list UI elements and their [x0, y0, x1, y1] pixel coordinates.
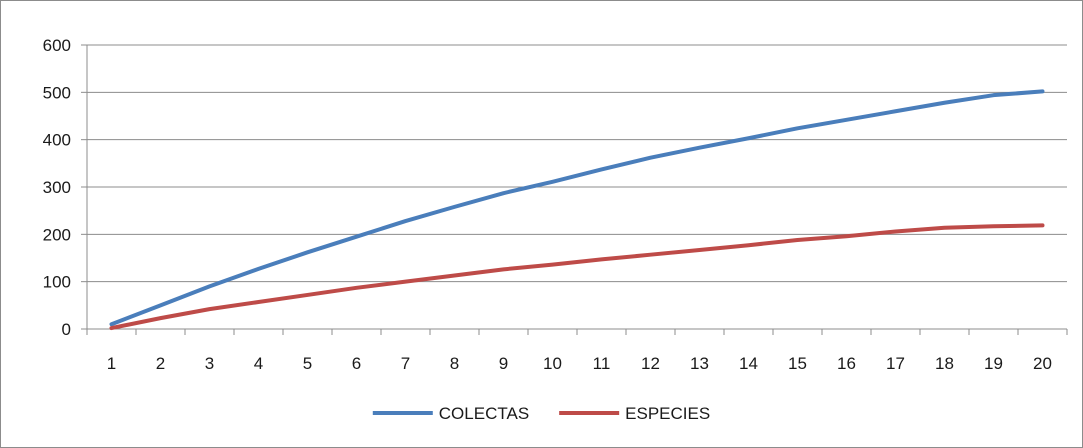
y-axis: 0 100 200 300 400 500 600 — [43, 36, 88, 339]
x-axis: 1 2 3 4 5 6 7 8 9 10 11 12 13 14 15 16 17 18 19 20 — [86, 328, 1068, 373]
x-tick-label: 19 — [984, 354, 1003, 373]
x-tick-label: 6 — [352, 354, 361, 373]
x-tick-label: 20 — [1033, 354, 1052, 373]
x-tick-label: 16 — [837, 354, 856, 373]
gridlines — [87, 44, 1067, 283]
y-tick-label: 600 — [43, 36, 71, 55]
y-tick-label: 300 — [43, 178, 71, 197]
x-tick-label: 15 — [788, 354, 807, 373]
y-tick-label: 500 — [43, 83, 71, 102]
x-tick-label: 2 — [156, 354, 165, 373]
x-tick-label: 12 — [641, 354, 660, 373]
x-tick-label: 10 — [543, 354, 562, 373]
series-line-especies — [109, 223, 1045, 331]
legend-label-colectas: COLECTAS — [439, 404, 529, 423]
x-tick-label: 14 — [739, 354, 758, 373]
x-tick-label: 11 — [593, 354, 611, 373]
y-tick-label: 100 — [43, 273, 71, 292]
x-tick-label: 7 — [401, 354, 410, 373]
x-tick-label: 9 — [499, 354, 508, 373]
x-tick-label: 4 — [254, 354, 263, 373]
x-tick-label: 13 — [690, 354, 709, 373]
legend-label-especies: ESPECIES — [625, 404, 710, 423]
x-tick-label: 3 — [205, 354, 214, 373]
legend: COLECTAS ESPECIES — [372, 404, 710, 423]
x-tick-label: 5 — [303, 354, 312, 373]
x-tick-label: 17 — [886, 354, 905, 373]
x-tick-label: 1 — [107, 354, 116, 373]
y-tick-label: 400 — [43, 131, 71, 150]
y-tick-label: 200 — [43, 225, 71, 244]
y-tick-label: 0 — [62, 320, 71, 339]
series-line-colectas — [109, 89, 1045, 327]
series-lines — [109, 89, 1045, 331]
x-tick-label: 8 — [450, 354, 459, 373]
x-tick-label: 18 — [935, 354, 954, 373]
